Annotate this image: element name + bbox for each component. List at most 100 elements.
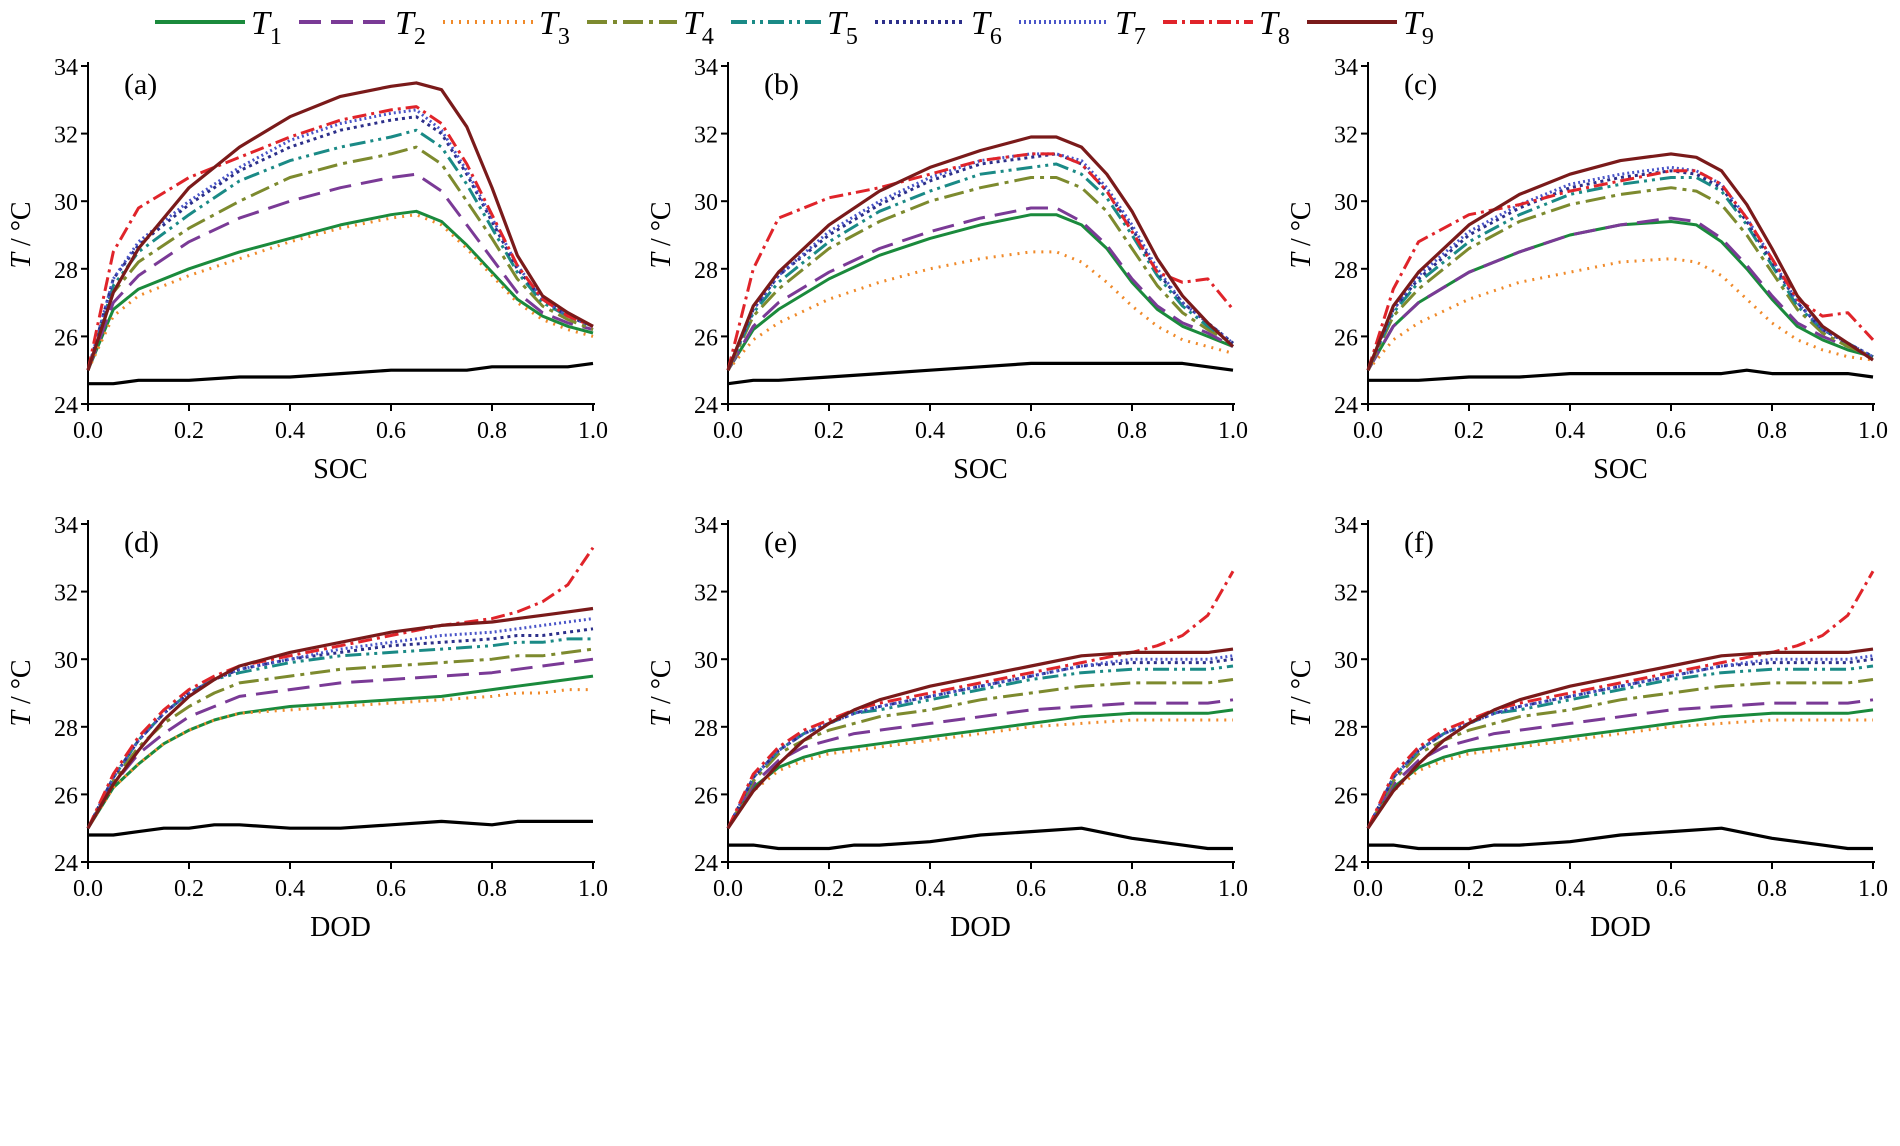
y-tick-label: 26 [54, 783, 78, 809]
series-line-t9 [86, 606, 594, 829]
x-tick-label: 1.0 [578, 418, 608, 444]
series-line-ambient [1368, 368, 1874, 382]
y-tick-label: 28 [54, 716, 78, 742]
x-tick-label: 0.4 [1555, 876, 1585, 902]
chart-panel-b: 0.0 0.2 0.4 0.6 0.8 1.0 24 26 28 30 32 34 SOC T / °C (… [646, 55, 1248, 485]
y-tick-label: 32 [694, 581, 718, 607]
y-tick-label: 24 [1334, 393, 1358, 419]
y-tick-label: 28 [1334, 258, 1358, 284]
legend: T1 T2 T3 T4 T5 T6 T7 T8 T9 [155, 5, 1434, 50]
legend-subscript: 2 [414, 24, 426, 50]
legend-item-t2: T2 [299, 5, 426, 50]
series-line-t5 [726, 664, 1234, 829]
y-axis-unit: / °C [6, 659, 37, 711]
series-group [726, 570, 1235, 851]
legend-item-t3: T3 [443, 5, 570, 50]
series-line-t4 [86, 145, 594, 371]
series-line-t6 [1366, 169, 1874, 371]
legend-item-t4: T4 [587, 5, 714, 50]
y-axis-title: T / °C [1286, 201, 1317, 268]
x-tick-label: 0.0 [1353, 876, 1383, 902]
series-line-t2 [726, 206, 1234, 371]
legend-label: T8 [1259, 5, 1290, 50]
y-tick-label: 24 [1334, 851, 1358, 877]
y-axis-unit: / °C [646, 659, 677, 711]
y-axis-symbol: T [646, 709, 677, 727]
x-tick-label: 0.6 [1016, 418, 1046, 444]
panel-label: (f) [1404, 526, 1434, 559]
y-tick-label: 30 [694, 648, 718, 674]
chart-panel-e: 0.0 0.2 0.4 0.6 0.8 1.0 24 26 28 30 32 34 DOD T / °C (… [646, 513, 1248, 943]
y-tick-label: 32 [1334, 581, 1358, 607]
legend-label: T2 [395, 5, 426, 50]
series-line-t2 [1366, 698, 1874, 829]
legend-subscript: 7 [1134, 24, 1146, 50]
panel-label: (a) [124, 68, 157, 101]
legend-label: T3 [539, 5, 570, 50]
y-axis-unit: / °C [1286, 659, 1317, 711]
legend-item-t5: T5 [731, 5, 858, 50]
y-tick-label: 30 [1334, 648, 1358, 674]
series-line-t2 [1366, 216, 1874, 371]
y-axis-symbol: T [646, 251, 677, 269]
x-tick-label: 0.4 [915, 876, 945, 902]
panel-label: (b) [764, 68, 799, 101]
series-group [1366, 152, 1875, 382]
y-tick-label: 34 [54, 55, 78, 81]
y-tick-label: 32 [54, 123, 78, 149]
panel-label: (d) [124, 526, 159, 559]
legend-symbol: T [971, 5, 992, 42]
y-tick-label: 34 [1334, 513, 1358, 539]
y-tick-label: 34 [694, 55, 718, 81]
chart-panel-d: 0.0 0.2 0.4 0.6 0.8 1.0 24 26 28 30 32 34 DOD T / °C (… [6, 513, 608, 943]
y-tick-label: 24 [694, 393, 718, 419]
x-tick-label: 0.0 [713, 876, 743, 902]
y-axis-symbol: T [1286, 709, 1317, 727]
x-axis-title: SOC [953, 454, 1007, 485]
series-line-t8 [1366, 570, 1875, 829]
y-axis-unit: / °C [1286, 201, 1317, 253]
x-tick-label: 1.0 [1218, 418, 1248, 444]
x-tick-label: 0.8 [1117, 876, 1147, 902]
series-line-t4 [726, 678, 1234, 829]
legend-item-t1: T1 [155, 5, 282, 50]
x-tick-label: 0.6 [1656, 418, 1686, 444]
legend-subscript: 1 [270, 24, 282, 50]
x-tick-label: 0.8 [1757, 876, 1787, 902]
x-tick-label: 1.0 [578, 876, 608, 902]
series-line-t5 [86, 128, 594, 371]
series-line-t1 [726, 213, 1234, 371]
x-tick-label: 0.2 [1454, 876, 1484, 902]
x-axis-title: DOD [950, 912, 1011, 943]
series-line-t7 [1366, 654, 1874, 829]
y-tick-label: 32 [54, 581, 78, 607]
x-tick-label: 0.4 [275, 418, 305, 444]
x-tick-label: 0.8 [1117, 418, 1147, 444]
chart-panel-c: 0.0 0.2 0.4 0.6 0.8 1.0 24 26 28 30 32 34 SOC T / °C (… [1286, 55, 1888, 485]
x-tick-label: 0.6 [1656, 876, 1686, 902]
series-line-t1 [86, 674, 594, 829]
y-axis-title: T / °C [646, 659, 677, 726]
series-line-t4 [1366, 678, 1874, 829]
x-tick-label: 0.4 [1555, 418, 1585, 444]
x-tick-label: 0.4 [915, 418, 945, 444]
y-tick-label: 24 [54, 393, 78, 419]
y-tick-label: 24 [694, 851, 718, 877]
chart-panels: 0.0 0.2 0.4 0.6 0.8 1.0 24 26 28 30 32 34 SOC T / °C (… [6, 55, 1888, 943]
x-tick-label: 0.2 [814, 876, 844, 902]
chart-panel-a: 0.0 0.2 0.4 0.6 0.8 1.0 24 26 28 30 32 34 SOC T / °C (… [6, 55, 608, 485]
y-tick-label: 28 [694, 258, 718, 284]
series-line-t3 [726, 718, 1233, 830]
series-line-t2 [726, 698, 1234, 829]
x-tick-label: 0.0 [73, 418, 103, 444]
series-line-t8 [86, 105, 594, 371]
series-line-t2 [86, 657, 594, 829]
y-tick-label: 32 [1334, 123, 1358, 149]
x-tick-label: 0.2 [1454, 418, 1484, 444]
y-tick-label: 28 [694, 716, 718, 742]
series-line-t3 [86, 213, 594, 371]
y-axis-unit: / °C [6, 201, 37, 253]
x-tick-label: 0.0 [1353, 418, 1383, 444]
legend-label: T1 [251, 5, 282, 50]
